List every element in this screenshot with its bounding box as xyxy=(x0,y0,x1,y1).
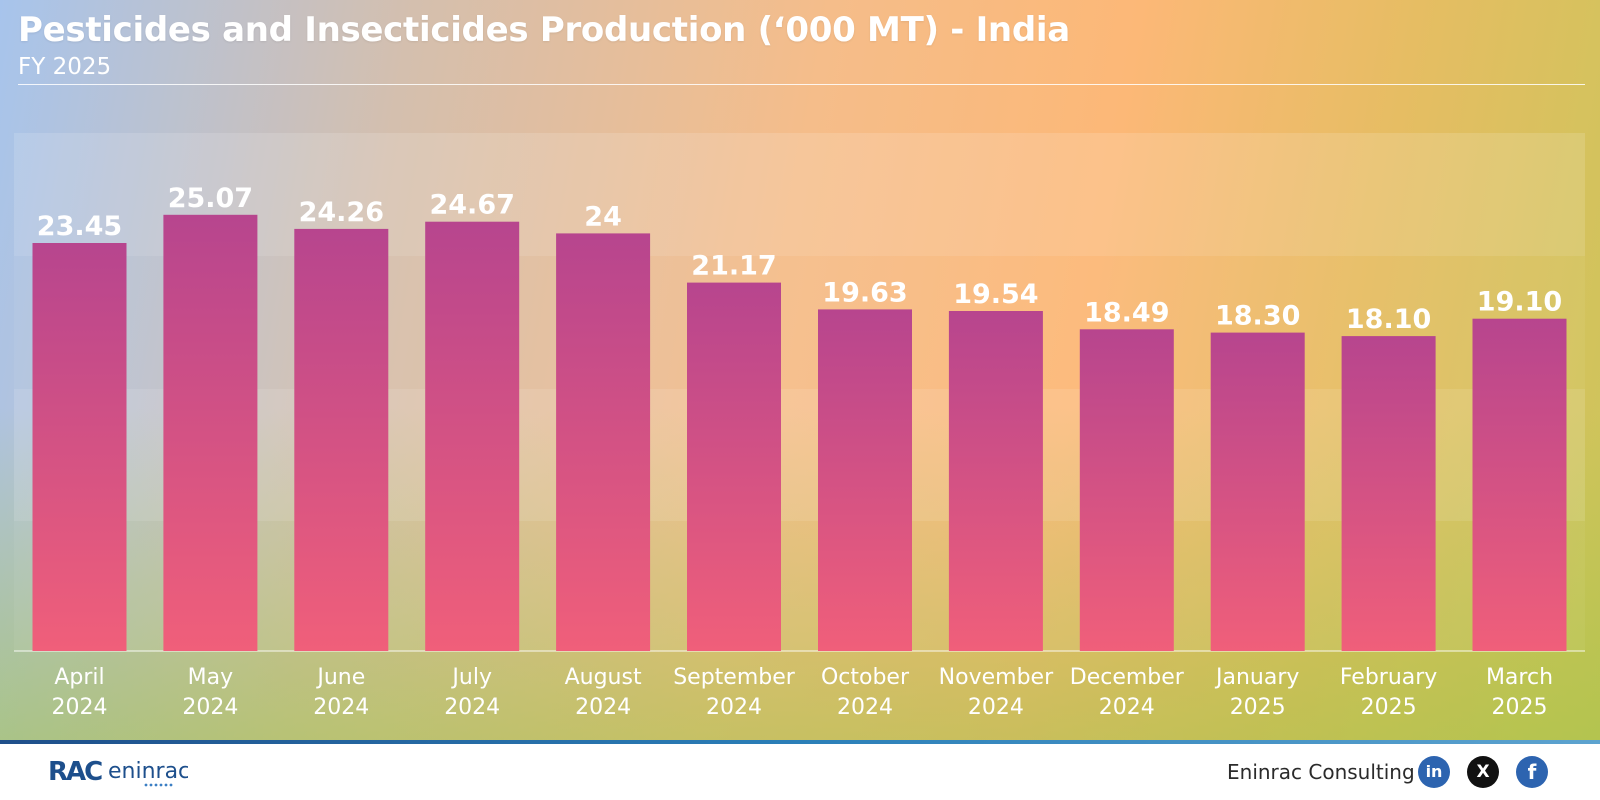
bar-april xyxy=(32,243,127,651)
x-tick-label: January 2025 xyxy=(1214,665,1299,720)
value-label: 25.07 xyxy=(168,183,253,214)
facebook-icon[interactable]: f xyxy=(1516,756,1548,788)
value-label: 18.49 xyxy=(1084,297,1169,328)
bar-december xyxy=(1079,329,1174,651)
bar-january xyxy=(1210,332,1305,651)
value-label: 19.63 xyxy=(822,277,907,308)
value-label: 23.45 xyxy=(37,211,122,242)
svg-text:RAC: RAC xyxy=(48,757,102,787)
value-label: 19.54 xyxy=(953,279,1038,310)
grid-band xyxy=(14,389,1585,521)
x-tick-label: November 2024 xyxy=(939,665,1054,720)
value-label: 21.17 xyxy=(691,251,776,282)
bar-september xyxy=(687,282,781,651)
x-icon[interactable]: X xyxy=(1467,756,1499,788)
value-label: 19.10 xyxy=(1477,287,1562,318)
page-title: Pesticides and Insecticides Production (… xyxy=(18,10,1070,50)
bar-may xyxy=(163,214,258,652)
value-label: 18.10 xyxy=(1346,304,1431,335)
bar-august xyxy=(556,233,651,651)
x-tick-label: March 2025 xyxy=(1486,665,1553,720)
bar-november xyxy=(948,311,1043,651)
bar-march xyxy=(1472,318,1567,651)
svg-text:eninrac: eninrac xyxy=(108,759,188,784)
grid-band xyxy=(14,256,1585,389)
value-label: 24.26 xyxy=(299,197,384,228)
eninrac-logo: RAC eninrac xyxy=(48,757,188,787)
x-tick-label: August 2024 xyxy=(565,665,642,720)
page-subtitle: FY 2025 xyxy=(18,54,112,80)
bar-july xyxy=(425,221,520,651)
x-tick-label: May 2024 xyxy=(182,665,238,720)
x-tick-label: June 2024 xyxy=(313,665,369,720)
header-divider xyxy=(18,84,1585,85)
value-label: 24 xyxy=(584,201,622,232)
bar-february xyxy=(1341,336,1436,651)
bar-october xyxy=(818,309,912,651)
grid-band xyxy=(14,133,1585,256)
linkedin-icon[interactable]: in xyxy=(1418,756,1450,788)
x-tick-label: July 2024 xyxy=(444,665,500,720)
footer-bar: RAC eninrac Eninrac Consulting in X f xyxy=(0,744,1600,800)
x-tick-label: December 2024 xyxy=(1070,665,1185,720)
x-tick-label: April 2024 xyxy=(52,665,108,720)
x-tick-label: September 2024 xyxy=(673,665,796,720)
value-label: 18.30 xyxy=(1215,301,1300,332)
x-tick-label: February 2025 xyxy=(1340,665,1438,720)
grid-band xyxy=(14,521,1585,651)
value-label: 24.67 xyxy=(429,190,514,221)
chart-canvas: Pesticides and Insecticides Production (… xyxy=(0,0,1600,740)
bar-chart: 23.45 25.07 24.26 24.67 24 21.17 19.63 19.54 18.… xyxy=(14,133,1585,720)
footer-accent-strip xyxy=(0,740,1600,744)
x-tick-label: October 2024 xyxy=(821,665,910,720)
brand-name: Eninrac Consulting xyxy=(1227,760,1415,784)
bar-june xyxy=(294,228,389,651)
